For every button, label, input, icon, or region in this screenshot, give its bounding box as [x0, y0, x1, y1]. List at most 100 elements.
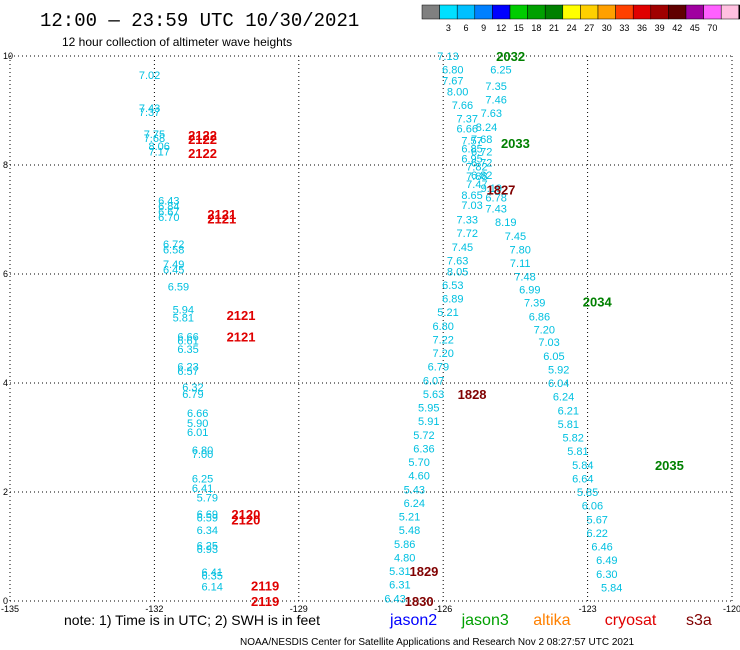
wave-height-point: 6.46: [591, 542, 612, 554]
wave-height-point: 6.34: [197, 525, 218, 537]
wave-height-point: 7.57: [461, 135, 482, 147]
wave-height-point: 7.13: [437, 51, 458, 63]
wave-height-point: 6.85: [461, 144, 482, 156]
wave-height-point: 7.37: [139, 107, 160, 119]
wave-height-point: 7.37: [457, 114, 478, 126]
wave-height-point: 6.25: [192, 473, 213, 485]
legend-label: 36: [637, 23, 647, 33]
pass-time-label: 2033: [501, 136, 530, 151]
x-tick-label: -132: [145, 604, 163, 614]
legend-swatch: [492, 4, 511, 20]
y-tick-label: 0: [3, 596, 8, 606]
wave-height-point: 7.00: [192, 449, 213, 461]
y-tick-label: 4: [3, 378, 8, 388]
pass-time-label: 2121: [207, 211, 236, 226]
y-tick-label: 2: [3, 487, 8, 497]
legend-swatch: [685, 4, 704, 20]
legend-label: 70: [707, 23, 717, 33]
wave-height-point: 6.89: [442, 294, 463, 306]
wave-height-point: 5.85: [577, 487, 598, 499]
wave-height-point: 6.41: [192, 483, 213, 495]
wave-height-point: 5.91: [418, 416, 439, 428]
wave-height-point: 7.20: [534, 325, 555, 337]
wave-height-point: 5.31: [389, 566, 410, 578]
wave-height-point: 8.00: [447, 86, 468, 98]
wave-height-point: 6.35: [177, 344, 198, 356]
wave-height-point: 5.92: [548, 364, 569, 376]
satellite-legend: jason2 jason3 altika cryosat s3a: [389, 612, 712, 629]
footer-credit: NOAA/NESDIS Center for Satellite Applica…: [240, 637, 635, 648]
satellite-label: jason3: [461, 612, 509, 629]
wave-height-point: 6.79: [182, 389, 203, 401]
legend-swatch: [456, 4, 476, 20]
wave-height-point: 7.47: [466, 179, 487, 191]
wave-height-point: 7.75: [144, 129, 165, 141]
y-tick-label: 8: [3, 160, 8, 170]
legend-label: 39: [655, 23, 665, 33]
wave-height-point: 7.20: [432, 348, 453, 360]
pass-time-label: 2122: [188, 128, 217, 143]
wave-height-point: 6.59: [168, 282, 189, 294]
pass-time-label: 1829: [409, 564, 438, 579]
wave-height-point: 7.63: [481, 108, 502, 120]
wave-height-point: 5.84: [601, 582, 622, 594]
wave-height-point: 7.03: [461, 200, 482, 212]
legend-label: 18: [531, 23, 541, 33]
pass-time-label: 1827: [486, 183, 515, 198]
wave-height-point: 7.17: [149, 146, 170, 158]
legend-swatch: [738, 4, 740, 20]
legend-label: 30: [602, 23, 612, 33]
wave-height-point: 6.05: [543, 351, 564, 363]
wave-height-point: 7.68: [471, 134, 492, 146]
data-points: 7.027.437.377.757.688.067.176.436.846.67…: [139, 51, 623, 605]
legend-swatch: [421, 4, 440, 20]
wave-height-point: 7.35: [485, 81, 506, 93]
wave-height-point: 5.21: [437, 307, 458, 319]
legend-swatch: [632, 4, 652, 20]
wave-height-point: 6.93: [197, 544, 218, 556]
wave-height-point: 6.01: [187, 427, 208, 439]
wave-height-point: 6.32: [182, 382, 203, 394]
wave-height-point: 6.70: [158, 212, 179, 224]
wave-height-point: 6.49: [596, 555, 617, 567]
wave-height-point: 6.66: [177, 332, 198, 344]
wave-height-point: 5.21: [399, 512, 420, 524]
wave-height-point: 6.36: [413, 443, 434, 455]
x-tick-label: -120: [723, 604, 740, 614]
chart-subtitle: 12 hour collection of altimeter wave hei…: [62, 35, 292, 49]
legend-swatch: [668, 4, 687, 20]
wave-height-point: 7.80: [510, 244, 531, 256]
wave-height-point: 7.45: [452, 242, 473, 254]
grid: [9, 55, 733, 602]
wave-height-point: 7.45: [505, 231, 526, 243]
wave-height-point: 6.80: [432, 321, 453, 333]
legend-swatch: [474, 4, 493, 20]
pass-time-label: 1828: [458, 387, 487, 402]
wave-height-point: 5.94: [173, 304, 194, 316]
wave-height-point: 5.67: [587, 514, 608, 526]
legend-label: 6: [463, 23, 468, 33]
legend-label: 3: [446, 23, 451, 33]
pass-time-label: 2121: [227, 308, 256, 323]
wave-height-point: 5.70: [408, 457, 429, 469]
wave-height-point: 6.45: [163, 265, 184, 277]
wave-height-point: 7.43: [139, 103, 160, 115]
wave-height-point: 6.43: [384, 593, 405, 605]
wave-height-point: 5.72: [413, 430, 434, 442]
wave-height-point: 6.21: [558, 405, 579, 417]
wave-height-point: 6.04: [548, 378, 569, 390]
wave-height-point: 7.66: [452, 100, 473, 112]
wave-height-point: 5.81: [558, 419, 579, 431]
wave-height-point: 5.81: [567, 446, 588, 458]
satellite-label: s3a: [686, 612, 712, 629]
legend-label: 45: [690, 23, 700, 33]
pass-time-label: 2120: [231, 512, 260, 527]
wave-height-point: 8.05: [447, 266, 468, 278]
wave-height-point: 5.81: [173, 313, 194, 325]
legend-swatch: [650, 4, 669, 20]
wave-height-point: 6.95: [461, 153, 482, 165]
wave-height-point: 7.72: [457, 228, 478, 240]
legend-swatch: [544, 4, 564, 20]
wave-height-point: 7.11: [510, 258, 531, 270]
wave-height-point: 6.80: [442, 65, 463, 77]
